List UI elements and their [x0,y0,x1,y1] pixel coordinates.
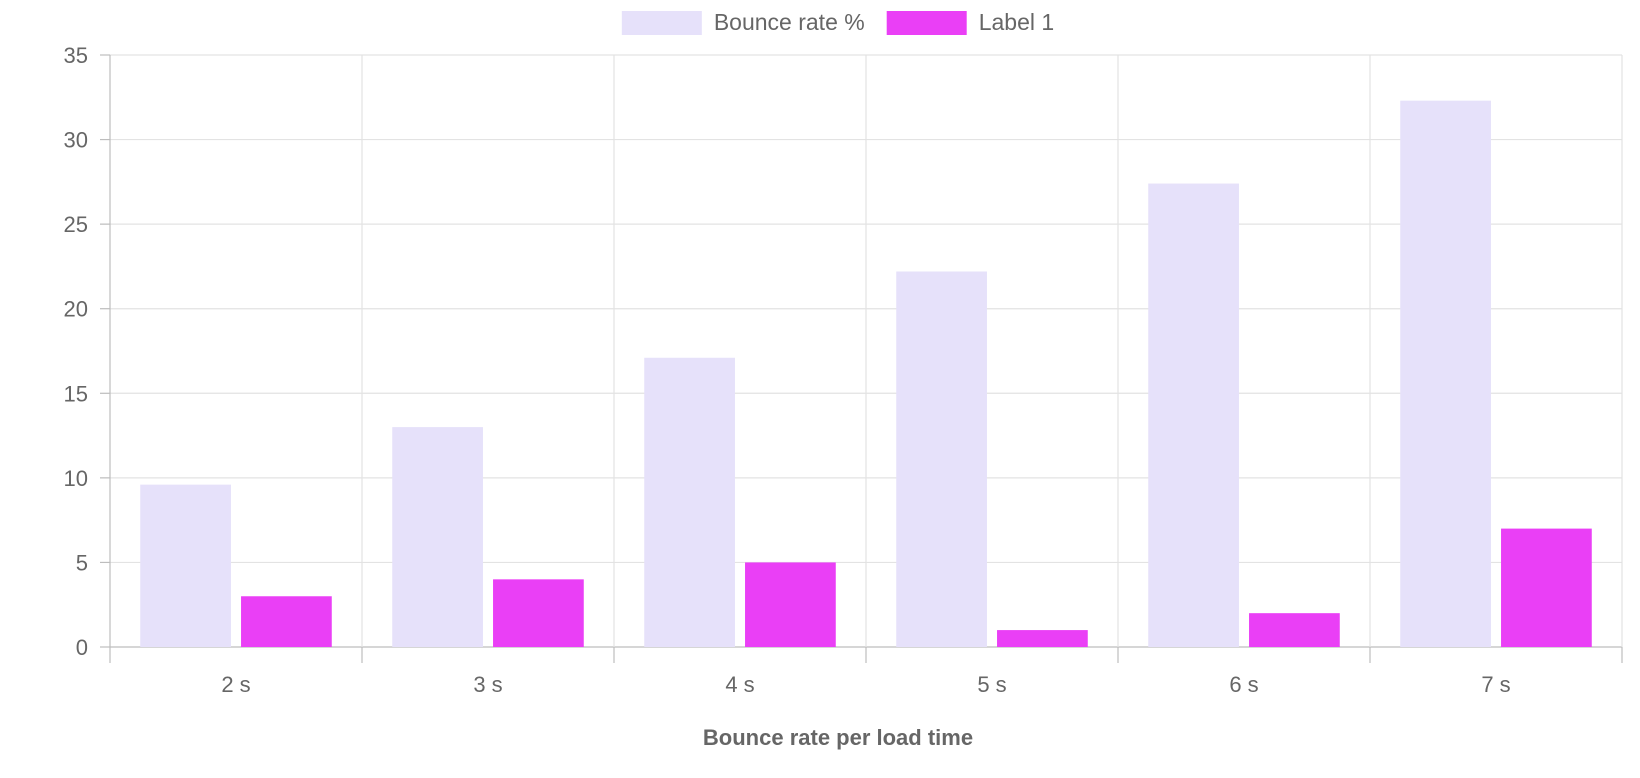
y-tick-label: 25 [64,212,88,237]
x-tick-label: 3 s [473,672,502,697]
bar[interactable] [140,484,231,647]
bar[interactable] [241,596,332,647]
y-tick-label: 10 [64,466,88,491]
x-tick-label: 4 s [725,672,754,697]
bar[interactable] [644,357,735,647]
legend-item[interactable]: Label 1 [886,9,1054,35]
y-tick-label: 35 [64,43,88,68]
bar[interactable] [493,579,584,647]
x-tick-label: 7 s [1481,672,1510,697]
bar[interactable] [896,271,987,647]
legend-label: Bounce rate % [714,9,865,35]
legend-swatch [621,11,702,35]
bars [140,100,1592,647]
y-tick-label: 20 [64,297,88,322]
bar[interactable] [1249,613,1340,647]
bar[interactable] [1400,100,1491,647]
y-tick-label: 5 [76,550,88,575]
bar[interactable] [1501,528,1592,647]
bar[interactable] [745,562,836,647]
x-tick-label: 6 s [1229,672,1258,697]
y-tick-label: 30 [64,128,88,153]
y-tick-label: 0 [76,635,88,660]
y-tick-label: 15 [64,381,88,406]
bar[interactable] [392,427,483,647]
bar[interactable] [1148,183,1239,647]
grid [109,54,1623,648]
bar[interactable] [997,630,1088,647]
legend-swatch [886,11,967,35]
legend-label: Label 1 [979,9,1054,35]
x-axis-title: Bounce rate per load time [703,725,973,750]
axes: 0 5 10 15 20 25 30 35 2 s 3 s 4 s 5 s 6 s 7 s [64,43,1623,697]
x-tick-label: 5 s [977,672,1006,697]
legend-item[interactable]: Bounce rate % [621,9,865,35]
x-tick-label: 2 s [221,672,250,697]
legend[interactable]: Bounce rate % Label 1 [621,9,1054,35]
